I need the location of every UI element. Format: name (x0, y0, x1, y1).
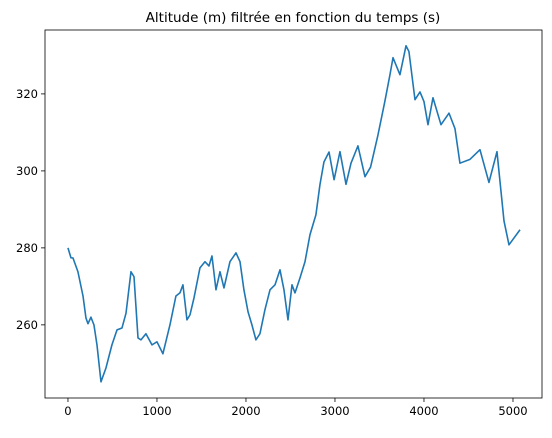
y-tick-label: 280 (16, 241, 38, 255)
axes-frame (44, 29, 543, 399)
y-tick-label: 320 (16, 87, 38, 101)
chart-title: Altitude (m) filtrée en fonction du temp… (146, 10, 441, 26)
y-tick-label: 260 (16, 318, 38, 332)
line (67, 44, 521, 383)
x-tick-label: 0 (64, 404, 71, 418)
x-tick-label: 5000 (498, 404, 527, 418)
x-tick-label: 3000 (320, 404, 349, 418)
x-tick-label: 4000 (409, 404, 438, 418)
x-tick-label: 1000 (142, 404, 171, 418)
y-tick-label: 300 (16, 164, 38, 178)
x-tick-label: 2000 (231, 404, 260, 418)
